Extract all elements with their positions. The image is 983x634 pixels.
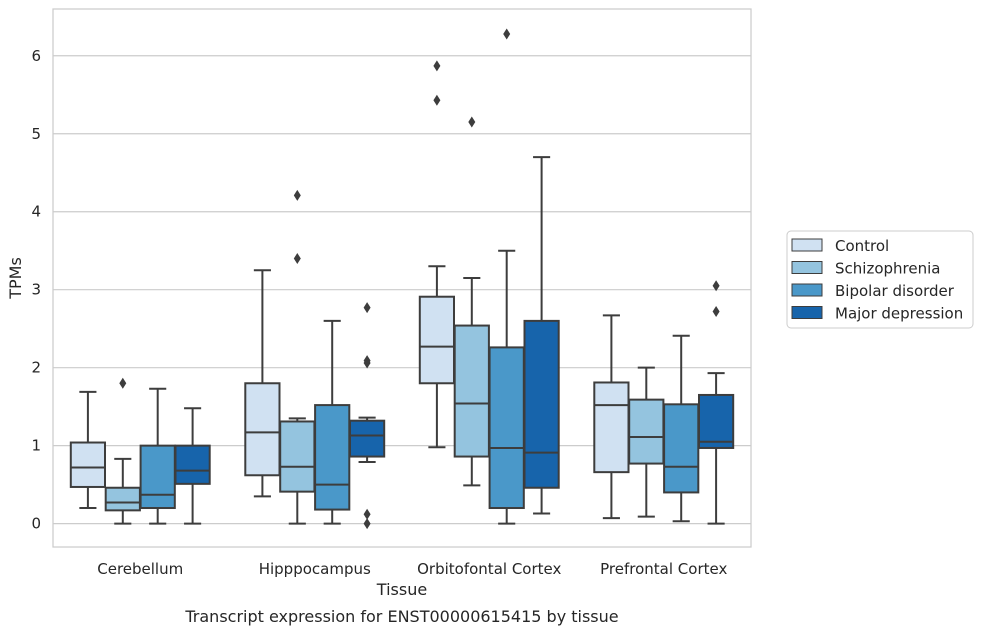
box-3-1 xyxy=(348,302,386,530)
legend-label: Schizophrenia xyxy=(835,260,940,278)
box-0-1 xyxy=(244,269,281,498)
legend-frame xyxy=(786,230,974,329)
legend-swatch xyxy=(791,306,823,319)
outlier-point xyxy=(363,355,371,367)
x-ticks: Cerebellum Hipppocampus Orbitofontal Corte… xyxy=(97,560,727,578)
outlier-point xyxy=(712,280,720,292)
legend-label: Bipolar disorder xyxy=(835,282,955,300)
x-tick-label: Hipppocampus xyxy=(259,560,371,578)
box-iqr xyxy=(453,324,490,458)
y-tick-label: 3 xyxy=(31,281,41,299)
legend-swatch xyxy=(791,261,823,274)
box-iqr xyxy=(418,295,456,385)
outlier-point xyxy=(433,94,441,106)
box-1-3 xyxy=(628,366,665,518)
outlier-point xyxy=(363,508,371,520)
x-tick-label: Orbitofontal Cortex xyxy=(417,560,561,578)
legend-swatch xyxy=(791,238,823,252)
x-axis-label: Tissue xyxy=(376,580,427,599)
outlier-point xyxy=(712,306,720,318)
box-iqr xyxy=(314,404,351,511)
legend-swatch xyxy=(791,283,823,297)
box-3-3 xyxy=(697,280,735,525)
box-3-0 xyxy=(174,407,211,525)
y-tick-label: 1 xyxy=(31,437,41,455)
outlier-point xyxy=(293,189,301,201)
plot-frame xyxy=(52,8,752,548)
box-iqr xyxy=(663,403,700,494)
box-2-1 xyxy=(314,319,351,525)
box-iqr xyxy=(244,382,281,477)
box-iqr xyxy=(488,346,525,510)
box-0-0 xyxy=(69,390,107,510)
boxes-layer xyxy=(69,28,735,530)
y-tick-label: 2 xyxy=(31,359,41,377)
y-tick-label: 0 xyxy=(31,515,41,533)
box-iqr xyxy=(174,444,211,485)
y-ticks: 0 1 2 3 4 5 6 xyxy=(31,47,41,533)
outlier-point xyxy=(503,28,511,40)
x-tick-label: Prefrontal Cortex xyxy=(600,560,727,578)
box-0-2 xyxy=(418,60,456,449)
box-3-2 xyxy=(523,156,560,515)
y-tick-label: 4 xyxy=(31,203,41,221)
box-1-1 xyxy=(279,189,316,525)
legend-label: Control xyxy=(835,237,889,255)
outlier-point xyxy=(363,302,371,314)
box-iqr xyxy=(628,398,665,465)
outlier-point xyxy=(119,377,127,389)
chart-caption: Transcript expression for ENST0000061541… xyxy=(184,607,618,626)
outlier-point xyxy=(293,253,301,265)
box-1-2 xyxy=(453,116,490,487)
outlier-point xyxy=(468,116,476,128)
y-tick-label: 6 xyxy=(31,47,41,65)
outlier-point xyxy=(433,60,441,72)
box-iqr xyxy=(279,420,316,493)
box-iqr xyxy=(523,319,560,489)
x-tick-label: Cerebellum xyxy=(97,560,183,578)
box-iqr xyxy=(697,393,735,449)
y-tick-label: 5 xyxy=(31,125,41,143)
y-axis-label: TPMs xyxy=(6,257,25,300)
legend: Control Schizophrenia Bipolar disorder Majo… xyxy=(786,230,974,329)
outlier-point xyxy=(363,518,371,530)
legend-label: Major depression xyxy=(835,305,963,323)
box-0-3 xyxy=(593,314,630,520)
box-iqr xyxy=(593,381,630,474)
box-iqr xyxy=(348,419,386,458)
box-2-3 xyxy=(663,334,700,523)
box-iqr xyxy=(139,444,176,510)
box-iqr xyxy=(104,486,141,512)
box-iqr xyxy=(69,441,107,488)
box-1-0 xyxy=(104,377,141,525)
box-2-2 xyxy=(488,28,525,525)
